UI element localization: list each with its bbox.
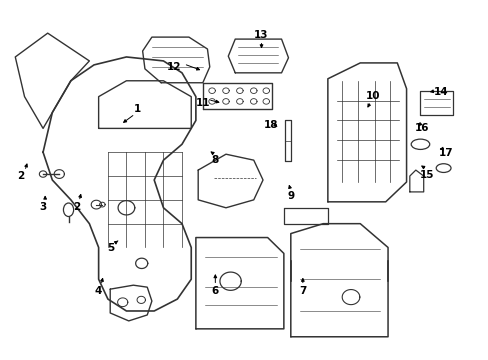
Text: 16: 16 <box>414 123 428 133</box>
Text: 13: 13 <box>254 30 268 40</box>
Text: 15: 15 <box>419 170 433 180</box>
Text: 8: 8 <box>211 156 219 165</box>
Text: 2: 2 <box>73 202 80 212</box>
Text: 18: 18 <box>264 120 278 130</box>
Text: 1: 1 <box>134 104 141 113</box>
Text: 4: 4 <box>95 286 102 296</box>
Text: 11: 11 <box>196 98 210 108</box>
Text: 14: 14 <box>433 87 448 98</box>
Text: 5: 5 <box>107 243 114 253</box>
Text: 6: 6 <box>211 286 219 296</box>
Text: 2: 2 <box>17 171 24 181</box>
Text: 17: 17 <box>438 148 453 158</box>
Text: 3: 3 <box>39 202 46 212</box>
Text: 10: 10 <box>366 91 380 101</box>
Text: 9: 9 <box>286 191 294 201</box>
Text: 12: 12 <box>166 63 181 72</box>
Text: 7: 7 <box>299 286 306 296</box>
